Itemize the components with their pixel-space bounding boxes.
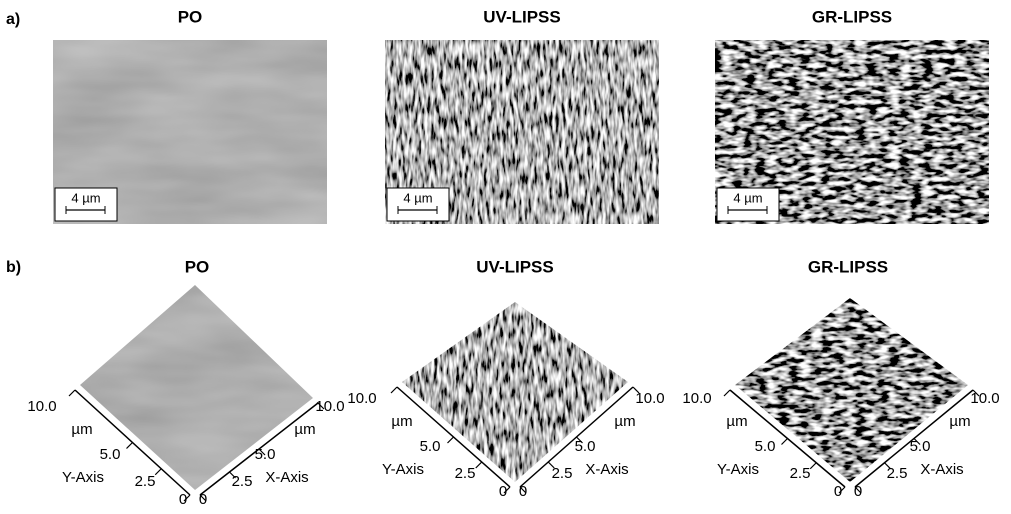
x-tick-label: 5.0	[910, 438, 931, 455]
y-axis-label: Y-Axis	[62, 469, 104, 486]
y-axis-unit: µm	[726, 413, 747, 430]
y-tick-label: 10.0	[27, 398, 56, 415]
x-tick-label: 5.0	[255, 446, 276, 463]
y-tick	[448, 437, 454, 443]
image-title: PO	[178, 7, 203, 26]
scale-bar-label: 4 µm	[71, 190, 100, 205]
y-tick	[155, 469, 161, 475]
y-tick-label: 2.5	[455, 465, 476, 482]
scale-bar-label: 4 µm	[403, 190, 432, 205]
x-tick-label: 10.0	[970, 390, 999, 407]
surface-title: GR-LIPSS	[808, 257, 888, 276]
x-tick-label: 0	[854, 483, 862, 500]
y-axis-label: Y-Axis	[717, 461, 759, 478]
x-axis-label: X-Axis	[920, 461, 963, 478]
y-axis-unit: µm	[71, 421, 92, 438]
y-tick	[782, 439, 788, 445]
x-tick-label: 0	[199, 491, 207, 508]
y-tick-label: 0	[834, 483, 842, 500]
y-tick	[127, 443, 133, 449]
y-tick	[476, 462, 482, 468]
x-axis-unit: µm	[949, 413, 970, 430]
x-tick-label: 10.0	[635, 390, 664, 407]
x-axis-unit: µm	[614, 413, 635, 430]
surface-title: PO	[185, 257, 210, 276]
x-tick-label: 0	[519, 483, 527, 500]
x-axis-label: X-Axis	[585, 461, 628, 478]
figure: a) b) PO4 µmUV-LIPSS4 µmGR-LIPSS4 µmPO00…	[0, 0, 1011, 514]
panel-label: a)	[6, 11, 20, 28]
y-tick	[810, 463, 816, 469]
image-title: GR-LIPSS	[812, 7, 892, 26]
y-tick-label: 10.0	[347, 390, 376, 407]
afm-surface	[402, 302, 628, 482]
y-axis-unit: µm	[391, 413, 412, 430]
x-tick-label: 10.0	[315, 398, 344, 415]
y-tick-label: 2.5	[135, 473, 156, 490]
y-tick	[724, 390, 730, 396]
y-tick-label: 10.0	[682, 390, 711, 407]
image-title: UV-LIPSS	[483, 7, 560, 26]
x-tick-label: 5.0	[575, 438, 596, 455]
y-axis-label: Y-Axis	[382, 461, 424, 478]
scale-bar-label: 4 µm	[733, 190, 762, 205]
x-axis-label: X-Axis	[265, 469, 308, 486]
y-tick-label: 5.0	[755, 438, 776, 455]
y-tick-label: 5.0	[420, 438, 441, 455]
y-tick	[391, 387, 397, 393]
x-tick-label: 2.5	[232, 473, 253, 490]
x-axis-unit: µm	[294, 421, 315, 438]
x-tick-label: 2.5	[552, 465, 573, 482]
y-tick-label: 5.0	[100, 446, 121, 463]
y-tick-label: 2.5	[790, 465, 811, 482]
surface-title: UV-LIPSS	[476, 257, 553, 276]
y-tick	[69, 390, 75, 396]
y-tick-label: 0	[179, 491, 187, 508]
x-tick-label: 2.5	[887, 465, 908, 482]
panel-label: b)	[6, 259, 21, 276]
y-tick-label: 0	[499, 483, 507, 500]
